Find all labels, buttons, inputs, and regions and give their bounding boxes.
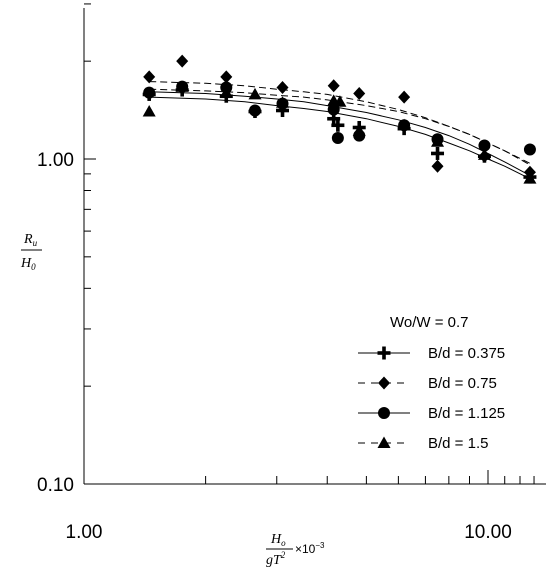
legend-label: B/d = 0.375 bbox=[428, 345, 505, 362]
data-point-circle bbox=[478, 139, 491, 152]
x-tick-label: 10.00 bbox=[464, 522, 512, 543]
y-label-numerator: Ru bbox=[23, 232, 38, 248]
legend-label: B/d = 1.125 bbox=[428, 405, 505, 422]
data-point-plus bbox=[431, 146, 445, 160]
plus-bar-vertical bbox=[331, 112, 336, 126]
y-axis-label: Ru H0 bbox=[20, 232, 42, 272]
data-point-diamond bbox=[327, 79, 340, 93]
data-point-triangle bbox=[276, 96, 290, 108]
data-point-triangle bbox=[477, 148, 491, 160]
legend-label: B/d = 1.5 bbox=[428, 435, 488, 452]
data-point-circle bbox=[176, 80, 189, 93]
x-label-numerator: Ho bbox=[270, 532, 286, 548]
data-point-circle bbox=[248, 104, 261, 117]
legend-marker-circle bbox=[378, 407, 390, 419]
data-point-plus bbox=[276, 104, 290, 118]
data-point-triangle bbox=[397, 118, 411, 131]
data-point-plus bbox=[331, 118, 345, 132]
axes: 0.10 1.00 1.00 10.00 bbox=[37, 3, 546, 543]
data-point-circle bbox=[331, 132, 344, 145]
legend-marker-diamond bbox=[378, 376, 390, 390]
data-point-diamond bbox=[276, 80, 289, 94]
legend: Wo/W = 0.7 B/d = 0.375 B/d = 0.75 B/d = 1.… bbox=[358, 314, 505, 452]
data-point-diamond bbox=[220, 70, 233, 84]
data-point-diamond bbox=[143, 70, 156, 84]
plus-bar-vertical bbox=[382, 346, 386, 360]
legend-entries: B/d = 0.375 B/d = 0.75 B/d = 1.125 B/d = 1.… bbox=[358, 345, 505, 452]
data-point-triangle bbox=[219, 86, 233, 98]
legend-label: B/d = 0.75 bbox=[428, 375, 497, 392]
x-label-denominator: gT2 bbox=[266, 550, 286, 567]
y-tick-label: 1.00 bbox=[37, 150, 74, 171]
data-point-triangle bbox=[352, 124, 366, 136]
data-point-triangle bbox=[523, 172, 537, 184]
plus-bar-vertical bbox=[435, 146, 440, 160]
data-point-circle bbox=[143, 86, 156, 99]
legend-marker-triangle bbox=[377, 436, 391, 448]
data-point-triangle bbox=[333, 95, 347, 107]
x-axis-label: Ho gT2 ×10−3 bbox=[266, 532, 325, 567]
y-tick-label: 0.10 bbox=[37, 475, 74, 496]
data-point-diamond bbox=[398, 90, 411, 104]
data-point-triangle bbox=[248, 87, 262, 100]
y-label-denominator: H0 bbox=[20, 256, 36, 272]
data-point-diamond bbox=[431, 159, 444, 173]
x-label-multiplier: ×10−3 bbox=[295, 541, 325, 556]
data-point-triangle bbox=[431, 135, 445, 147]
legend-marker-plus bbox=[377, 346, 391, 360]
data-point-triangle bbox=[142, 105, 156, 117]
data-point-circle bbox=[523, 143, 536, 156]
data-point-plus bbox=[327, 112, 341, 126]
legend-title: Wo/W = 0.7 bbox=[390, 314, 469, 331]
data-point-diamond bbox=[176, 54, 189, 68]
data-point-diamond bbox=[353, 87, 366, 101]
data-points bbox=[142, 54, 537, 184]
plus-bar-vertical bbox=[280, 104, 285, 118]
x-tick-label: 1.00 bbox=[66, 522, 103, 543]
plus-bar-vertical bbox=[336, 118, 340, 132]
